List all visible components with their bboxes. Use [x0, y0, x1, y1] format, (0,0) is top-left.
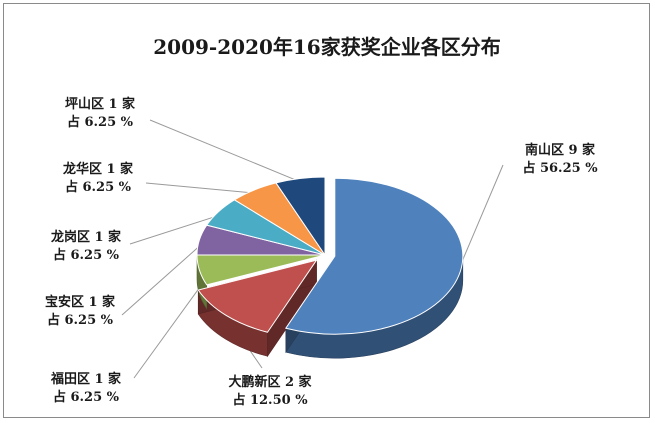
slice-label-4: 宝安区 1 家 — [45, 294, 116, 310]
pie-slices — [196, 176, 464, 359]
slice-percent-3: 占 6.25 % — [53, 389, 120, 405]
slice-percent-7: 占 6.25 % — [67, 114, 134, 130]
slice-percent-5: 占 6.25 % — [53, 247, 120, 263]
slice-label-3: 福田区 1 家 — [50, 371, 122, 387]
slice-label-7: 坪山区 1 家 — [65, 96, 136, 112]
slice-label-2: 大鹏新区 2 家 — [228, 374, 312, 390]
slice-label-5: 龙岗区 1 家 — [51, 229, 122, 245]
slice-percent-4: 占 6.25 % — [47, 312, 114, 328]
pie-slice-1 — [285, 177, 464, 335]
slice-percent-6: 占 6.25 % — [65, 179, 132, 195]
leader-line-3 — [133, 278, 207, 379]
slice-label-6: 龙华区 1 家 — [63, 161, 134, 177]
pie-slice-7 — [275, 176, 326, 257]
slice-label-1: 南山区 9 家 — [525, 142, 596, 158]
leader-line-7 — [149, 119, 302, 183]
chart-title: 2009-2020年16家获奖企业各区分布 — [153, 35, 500, 59]
leader-line-4 — [121, 240, 207, 316]
slice-percent-1: 占 56.25 % — [522, 160, 598, 176]
slice-labels: 南山区 9 家占 56.25 % 大鹏新区 2 家占 12.50 % 福田区 1 家… — [45, 96, 598, 408]
pie-slice-2 — [197, 259, 318, 333]
leader-line-6 — [145, 182, 258, 194]
slice-percent-2: 占 12.50 % — [232, 392, 308, 408]
leader-line-5 — [129, 213, 225, 245]
